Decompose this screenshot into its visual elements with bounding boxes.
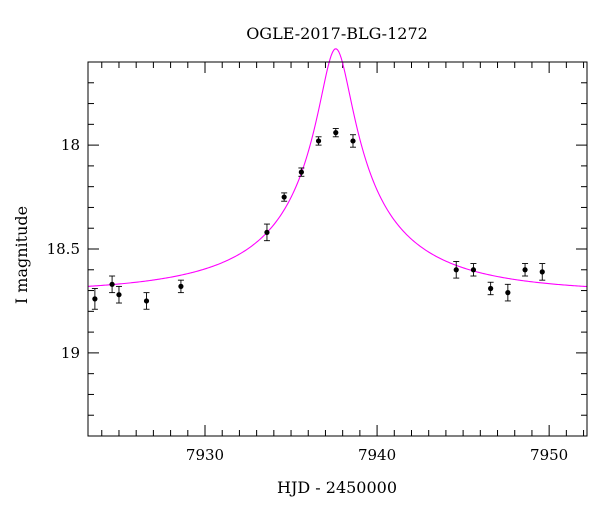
point-marker — [333, 130, 339, 136]
point-marker — [116, 292, 122, 298]
point-marker — [281, 194, 287, 200]
point-marker — [453, 267, 459, 273]
model-curve — [87, 48, 588, 288]
data-point — [177, 279, 184, 294]
data-point — [349, 134, 356, 148]
x-tick-label: 7940 — [358, 446, 396, 464]
minor-ticks — [88, 61, 587, 437]
data-point — [332, 128, 339, 138]
plot-frame — [87, 61, 588, 437]
data-point — [298, 167, 305, 177]
point-marker — [350, 138, 356, 144]
y-axis-label: I magnitude — [12, 206, 31, 304]
point-marker — [264, 229, 270, 235]
x-axis-label: HJD - 2450000 — [277, 478, 397, 497]
point-marker — [539, 269, 545, 275]
point-marker — [298, 169, 304, 175]
y-tick-label: 19 — [61, 344, 80, 362]
data-point — [453, 261, 460, 279]
data-point — [315, 136, 322, 146]
point-marker — [522, 267, 528, 273]
point-marker — [470, 267, 477, 273]
data-point — [91, 288, 98, 310]
major-ticks — [88, 62, 587, 436]
point-marker — [505, 290, 511, 296]
data-point — [522, 263, 529, 277]
data-point — [115, 285, 122, 304]
y-tick-label: 18.5 — [47, 240, 80, 258]
data-point — [487, 281, 494, 296]
data-point — [504, 283, 511, 302]
point-marker — [109, 281, 115, 287]
point-marker — [178, 283, 184, 289]
data-points-group — [91, 128, 546, 310]
data-point — [143, 292, 150, 310]
chart-title: OGLE-2017-BLG-1272 — [246, 24, 428, 43]
x-tick-label: 7930 — [186, 446, 224, 464]
y-tick-label: 18 — [61, 136, 80, 154]
point-marker — [92, 296, 98, 302]
tick-labels: 7930 7940 7950 18 18.5 19 — [47, 136, 569, 464]
data-point — [281, 192, 288, 202]
data-point — [109, 275, 116, 294]
point-marker — [143, 298, 150, 304]
data-point — [263, 223, 270, 242]
data-point — [539, 263, 546, 281]
data-point — [470, 263, 477, 277]
point-marker — [315, 138, 322, 144]
x-tick-label: 7950 — [530, 446, 568, 464]
point-marker — [488, 285, 494, 292]
model-curve-group — [87, 48, 588, 288]
